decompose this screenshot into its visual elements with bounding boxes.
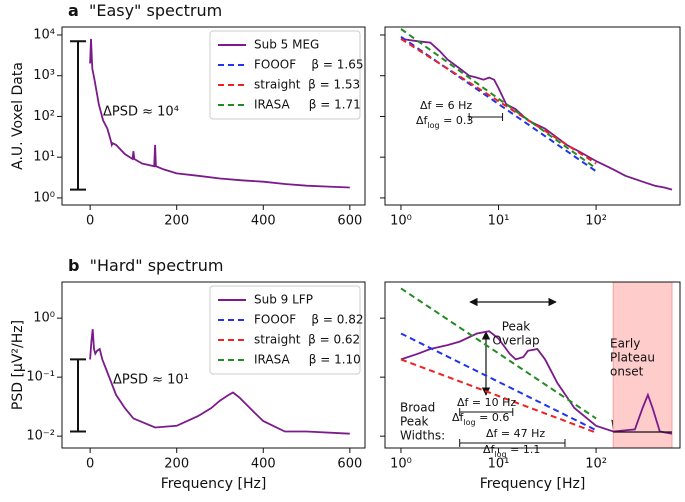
annotation-text: Δf = 6 Hz xyxy=(420,99,472,112)
x-axis-label: Frequency [Hz] xyxy=(161,476,267,492)
x-tick-label: 600 xyxy=(337,457,362,472)
annotation: onset xyxy=(610,365,644,379)
annotation: Δf = 6 Hz xyxy=(420,99,472,112)
plateau-shade xyxy=(612,281,673,449)
legend-label: Sub 9 LFP xyxy=(254,293,313,307)
legend-label: FOOOF β = 1.65 xyxy=(254,58,363,72)
y-tick-label: 10⁰ xyxy=(33,190,55,205)
annotation-text: Δf xyxy=(416,114,429,127)
x-tick-label: 10¹ xyxy=(488,457,510,472)
width-bracket xyxy=(468,113,504,121)
legend-label: IRASA β = 1.71 xyxy=(254,98,361,112)
x-tick-label: 10⁰ xyxy=(390,457,412,472)
fit-line xyxy=(400,38,597,165)
legend-box xyxy=(209,285,361,375)
y-tick-label: 10² xyxy=(33,109,55,124)
y-axis-label: A.U. Voxel Data xyxy=(10,62,26,170)
annotation: Peak xyxy=(400,415,429,429)
width-bracket xyxy=(459,439,566,447)
x-tick-label: 200 xyxy=(164,457,189,472)
annotation: Δf = 47 Hz xyxy=(486,427,545,440)
panel-title: a "Easy" spectrum xyxy=(68,1,222,20)
x-axis-label: Frequency [Hz] xyxy=(480,476,586,492)
annotation: Broad xyxy=(400,401,435,415)
x-tick-label: 400 xyxy=(251,457,276,472)
spectrum-line xyxy=(89,329,350,435)
fit-line xyxy=(400,287,597,420)
y-tick-label: 10⁰ xyxy=(33,311,55,326)
y-tick-label: 10⁻¹ xyxy=(26,370,55,385)
delta-psd-bar xyxy=(70,40,86,191)
panel-letter: b xyxy=(68,256,79,275)
legend-label: straight β = 1.53 xyxy=(254,78,360,92)
annotation: Overlap xyxy=(492,334,539,348)
legend-label: Sub 5 MEG xyxy=(254,38,319,52)
y-tick-label: 10⁻² xyxy=(26,429,55,444)
y-axis-label: PSD [μV²/Hz] xyxy=(10,320,26,410)
title-text: "Easy" spectrum xyxy=(89,1,222,20)
annotation: Widths: xyxy=(400,429,445,443)
fit-line xyxy=(400,358,597,434)
title-text: "Hard" spectrum xyxy=(90,256,224,275)
annotation: Δflog = 1.1 xyxy=(483,443,540,459)
axes-frame xyxy=(384,26,681,206)
legend-box xyxy=(209,30,361,120)
annotation-text: Δf xyxy=(483,443,496,456)
annotation: Plateau xyxy=(610,351,655,365)
x-tick-label: 200 xyxy=(164,214,189,229)
axes-frame xyxy=(61,281,366,449)
annotation: Δflog = 0.3 xyxy=(416,114,473,130)
x-tick-label: 10⁰ xyxy=(390,214,412,229)
annotation-sub: log xyxy=(494,450,506,459)
annotation: ΔPSD ≈ 10¹ xyxy=(113,373,189,388)
annotation-rest: = 0.6 xyxy=(476,411,510,424)
x-tick-label: 600 xyxy=(337,214,362,229)
delta-psd-bar xyxy=(70,358,86,433)
annotation-sub: log xyxy=(463,418,475,427)
x-tick-label: 10² xyxy=(585,214,607,229)
spectrum-line xyxy=(400,38,673,191)
spectrum-line xyxy=(400,330,673,435)
annotation-text: Δf xyxy=(452,411,465,424)
annotation-text: Δf = 47 Hz xyxy=(486,427,545,440)
y-tick-label: 10¹ xyxy=(33,150,55,165)
title-gap xyxy=(79,1,89,20)
panel-letter: a xyxy=(68,1,79,20)
annotation-sub: log xyxy=(427,121,439,130)
panel-title: b "Hard" spectrum xyxy=(68,256,223,275)
width-bracket xyxy=(459,408,514,416)
x-tick-label: 10² xyxy=(585,457,607,472)
x-tick-label: 10¹ xyxy=(488,214,510,229)
axes-frame xyxy=(384,281,681,449)
annotation: Early xyxy=(610,337,640,351)
x-tick-label: 400 xyxy=(251,214,276,229)
annotation: Δf = 10 Hz xyxy=(457,396,516,409)
annotation-rest: = 0.3 xyxy=(440,114,474,127)
y-tick-label: 10⁴ xyxy=(33,27,55,42)
spectrum-line xyxy=(89,38,350,189)
annotation: ΔPSD ≈ 10⁴ xyxy=(103,105,179,120)
legend-label: IRASA β = 1.10 xyxy=(254,353,361,367)
x-tick-label: 0 xyxy=(86,457,94,472)
annotation-text: Δf = 10 Hz xyxy=(457,396,516,409)
x-tick-label: 0 xyxy=(86,214,94,229)
annotation-rest: = 1.1 xyxy=(507,443,541,456)
title-gap xyxy=(79,256,89,275)
legend-label: straight β = 0.62 xyxy=(254,333,360,347)
fit-line xyxy=(400,332,597,432)
y-tick-label: 10³ xyxy=(33,68,55,83)
annotation: Δflog = 0.6 xyxy=(452,411,509,427)
legend-label: FOOOF β = 0.82 xyxy=(254,313,363,327)
annotation: Peak xyxy=(502,320,531,334)
